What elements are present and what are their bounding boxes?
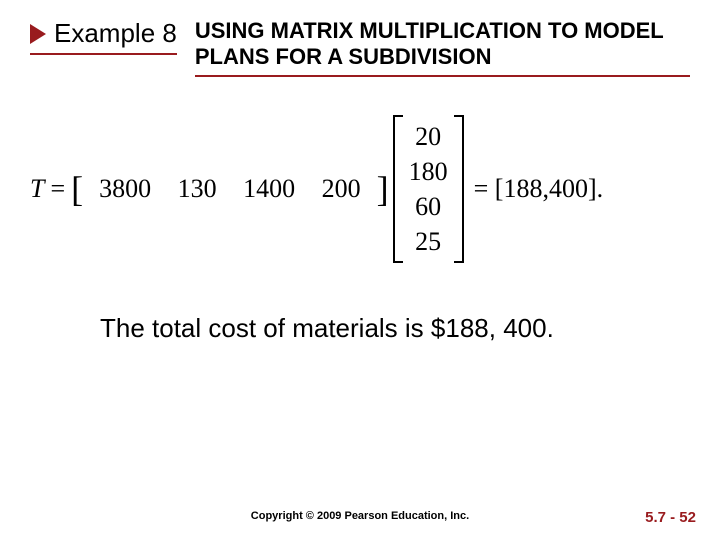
triangle-icon [30, 24, 46, 44]
row-matrix-values: 3800 130 1400 200 [83, 170, 377, 208]
col-val-3: 25 [415, 224, 441, 259]
example-label: Example 8 [54, 18, 177, 49]
bracket-right-icon: ] [377, 171, 389, 207]
bracket-left-icon: [ [71, 171, 83, 207]
result-value: 188,400 [503, 174, 588, 203]
big-bracket-right-icon [454, 115, 464, 263]
row-val-0: 3800 [99, 174, 151, 203]
matrix-equation: T = [ 3800 130 1400 200 ] 20 180 60 25 =… [0, 85, 720, 273]
row-val-2: 1400 [243, 174, 295, 203]
result: = [188,400]. [474, 174, 604, 204]
column-matrix: 20 180 60 25 [393, 115, 464, 263]
result-suffix: ]. [588, 174, 603, 203]
page-number: 5.7 - 52 [645, 509, 696, 526]
column-matrix-values: 20 180 60 25 [403, 115, 454, 263]
slide-header: Example 8 USING MATRIX MULTIPLICATION TO… [0, 0, 720, 85]
slide-title: USING MATRIX MULTIPLICATION TO MODEL PLA… [195, 18, 690, 77]
example-badge: Example 8 [30, 18, 177, 55]
col-val-2: 60 [415, 189, 441, 224]
result-prefix: = [ [474, 174, 504, 203]
equals-sign-1: = [50, 174, 65, 204]
copyright-text: Copyright © 2009 Pearson Education, Inc. [0, 510, 720, 522]
col-val-1: 180 [409, 154, 448, 189]
conclusion-text: The total cost of materials is $188, 400… [0, 273, 720, 344]
row-val-3: 200 [322, 174, 361, 203]
big-bracket-left-icon [393, 115, 403, 263]
equation-variable: T [30, 174, 44, 204]
col-val-0: 20 [415, 119, 441, 154]
row-matrix: [ 3800 130 1400 200 ] [71, 170, 389, 208]
row-val-1: 130 [178, 174, 217, 203]
